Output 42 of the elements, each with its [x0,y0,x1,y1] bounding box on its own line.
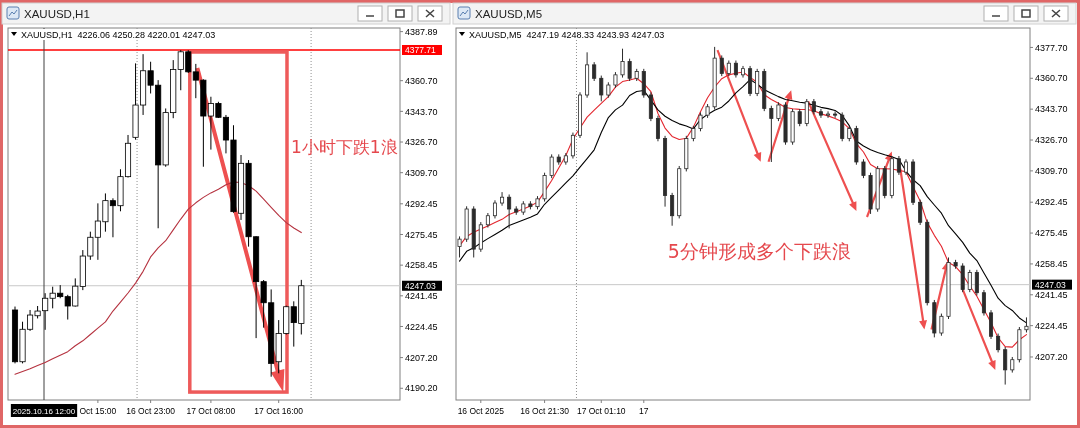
y-tick-label: 4326.70 [405,137,438,148]
y-tick-label: 4275.45 [1035,228,1068,239]
chart-title: XAUUSD,M5 [475,8,543,20]
chart-title: XAUUSD,H1 [24,8,90,20]
y-tick-label: 4241.45 [1035,289,1068,300]
x-tick-label: 17 Oct 16:00 [254,406,304,416]
y-tick-label: 4224.45 [405,321,438,332]
x-tick-label: 16 Oct 23:00 [126,406,176,416]
x-tick-label: 16 Oct 21:30 [520,406,570,416]
y-tick-label: 4207.20 [405,352,438,363]
annotation: 5分钟形成多个下跌浪 [667,239,851,262]
y-tick-label: 4224.45 [1035,320,1068,331]
x-tick-label: 16 Oct 2025 [457,406,505,416]
ref-line-label: 4247.03 [1035,279,1066,290]
y-tick-label: 4258.45 [1035,259,1068,270]
y-tick-label: 4326.70 [1035,135,1068,146]
annotation: 1小时下跌1浪 [291,136,398,157]
y-tick-label: 4387.89 [405,26,438,37]
y-tick-label: 4241.45 [405,291,438,302]
x-tick-label: 17 [639,406,649,416]
ref-label: 4247.03 [1032,279,1072,290]
y-tick-label: 4190.20 [405,383,438,394]
ref-line-label: 4247.03 [405,280,436,291]
x-tick-label: 17 Oct 08:00 [186,406,236,416]
y-tick-label: 4343.70 [1035,104,1068,115]
x-tick-label: Oct 15:00 [79,406,117,416]
y-tick-label: 4343.70 [405,106,438,117]
x-tick-label: 17 Oct 01:10 [576,406,626,416]
y-tick-label: 4207.20 [1035,352,1068,363]
y-tick-label: 4377.70 [1035,42,1068,53]
crosshair-label: 2025.10.16 12:00 [10,404,78,417]
y-tick-label: 4258.45 [405,260,438,271]
ref-label: 4247.03 [402,280,442,291]
y-tick-label: 4275.45 [405,229,438,240]
y-tick-label: 4309.70 [1035,166,1068,177]
ref-line-label: 4377.71 [405,45,436,56]
y-tick-label: 4360.70 [1035,73,1068,84]
y-tick-label: 4292.45 [1035,197,1068,208]
ref-label: 4377.71 [402,45,442,56]
y-tick-label: 4292.45 [405,199,438,210]
y-tick-label: 4309.70 [405,167,438,178]
y-tick-label: 4360.70 [405,75,438,86]
